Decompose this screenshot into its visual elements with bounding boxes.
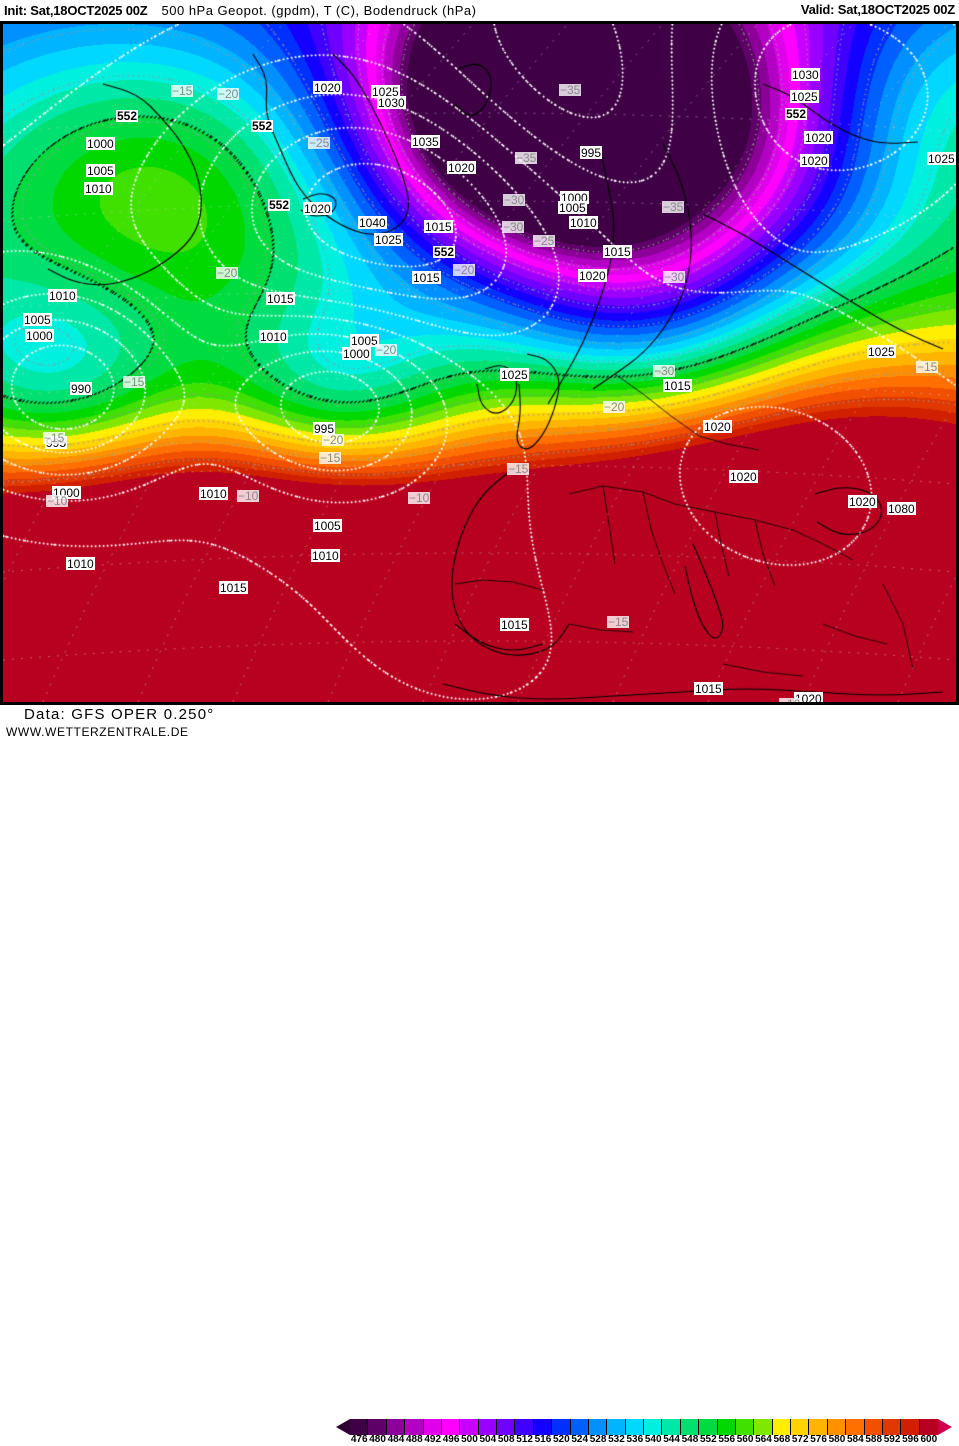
- data-source-label: Data: GFS OPER 0.250°: [24, 706, 215, 723]
- colorbar-cell: [441, 1419, 461, 1435]
- colorbar-cells: [350, 1419, 938, 1435]
- colorbar-tick-label: 580: [828, 1434, 846, 1445]
- colorbar-cell: [368, 1419, 387, 1435]
- colorbar-tick-label: 528: [589, 1434, 607, 1445]
- colorbar-tick-label: 548: [681, 1434, 699, 1445]
- colorbar-tick-label: 588: [865, 1434, 883, 1445]
- colorbar-tick-label: 584: [846, 1434, 864, 1445]
- colorbar-tick-label: 524: [571, 1434, 589, 1445]
- valid-time-label: Valid: Sat,18OCT2025 00Z: [800, 2, 955, 17]
- colorbar-tick-label: 480: [369, 1434, 386, 1445]
- colorbar-tick-label: 556: [718, 1434, 736, 1445]
- colorbar-tick-label: 492: [424, 1434, 442, 1445]
- map-field-canvas: [3, 24, 956, 702]
- colorbar-below-min-arrow: [336, 1419, 350, 1435]
- colorbar-above-max-arrow: [938, 1419, 952, 1435]
- colorbar-cell: [901, 1419, 920, 1435]
- colorbar-tick-label: 568: [773, 1434, 791, 1445]
- colorbar-cell: [864, 1419, 883, 1435]
- colorbar-cell: [497, 1419, 516, 1435]
- colorbar-tick-label: 596: [902, 1434, 919, 1445]
- colorbar-cell: [772, 1419, 791, 1435]
- colorbar-cell: [552, 1419, 571, 1435]
- website-label: WWW.WETTERZENTRALE.DE: [6, 725, 189, 739]
- chart-header: Init: Sat,18OCT2025 00Z 500 hPa Geopot. …: [0, 0, 959, 21]
- colorbar-tick-label: 496: [442, 1434, 460, 1445]
- colorbar-cell: [791, 1419, 810, 1435]
- colorbar-tick-label: 516: [534, 1434, 552, 1445]
- colorbar-cell: [533, 1419, 553, 1435]
- colorbar-tick-label: 504: [479, 1434, 497, 1445]
- colorbar-cell: [607, 1419, 626, 1435]
- colorbar-cell: [809, 1419, 828, 1435]
- colorbar-tick-label: 520: [552, 1434, 570, 1445]
- colorbar-cell: [754, 1419, 773, 1435]
- colorbar-tick-label: 564: [755, 1434, 772, 1445]
- colorbar-tick-label: 552: [699, 1434, 717, 1445]
- colorbar-cell: [423, 1419, 442, 1435]
- colorbar-tick-label: 544: [663, 1434, 680, 1445]
- colorbar-cell: [644, 1419, 663, 1435]
- colorbar-tick-label: 572: [791, 1434, 809, 1445]
- colorbar-tick-label: 576: [810, 1434, 827, 1445]
- colorbar-cell: [350, 1419, 369, 1435]
- colorbar-cell: [882, 1419, 902, 1435]
- colorbar-tick-labels: 476 480 484 488 492 496 500 504 508 512 516 520 524 5…: [336, 1434, 959, 1446]
- colorbar-cell: [570, 1419, 589, 1435]
- chart-footer: Data: GFS OPER 0.250° WWW.WETTERZENTRALE…: [0, 705, 959, 1445]
- colorbar-tick-label: 512: [516, 1434, 533, 1445]
- colorbar-tick-label: 508: [497, 1434, 515, 1445]
- colorbar: [336, 1419, 952, 1435]
- page-title: 500 hPa Geopot. (gpdm), T (C), Bodendruc…: [161, 3, 477, 18]
- colorbar-cell: [735, 1419, 755, 1435]
- colorbar-cell: [625, 1419, 644, 1435]
- colorbar-cell: [919, 1419, 938, 1435]
- colorbar-cell: [588, 1419, 608, 1435]
- colorbar-tick-label: 600: [920, 1434, 938, 1445]
- colorbar-tick-label: 484: [387, 1434, 405, 1445]
- colorbar-cell: [699, 1419, 718, 1435]
- colorbar-tick-label: 560: [736, 1434, 754, 1445]
- colorbar-cell: [386, 1419, 406, 1435]
- init-time-label: Init: Sat,18OCT2025 00Z: [4, 3, 148, 18]
- colorbar-cell: [846, 1419, 865, 1435]
- colorbar-tick-label: 536: [626, 1434, 644, 1445]
- colorbar-cell: [460, 1419, 479, 1435]
- colorbar-cell: [515, 1419, 534, 1435]
- colorbar-cell: [717, 1419, 736, 1435]
- colorbar-cell: [827, 1419, 847, 1435]
- colorbar-cell: [478, 1419, 497, 1435]
- colorbar-tick-label: 500: [461, 1434, 478, 1445]
- colorbar-cell: [405, 1419, 424, 1435]
- colorbar-tick-label: 488: [405, 1434, 423, 1445]
- colorbar-tick-label: 532: [608, 1434, 625, 1445]
- colorbar-tick-label: 592: [883, 1434, 901, 1445]
- colorbar-tick-label: 540: [644, 1434, 662, 1445]
- colorbar-tick-label: 476: [350, 1434, 368, 1445]
- colorbar-cell: [662, 1419, 681, 1435]
- colorbar-cell: [680, 1419, 700, 1435]
- weather-map[interactable]: 1020 1025 1030 1030 1025 1035 1020 1000 1020 1020…: [0, 21, 959, 705]
